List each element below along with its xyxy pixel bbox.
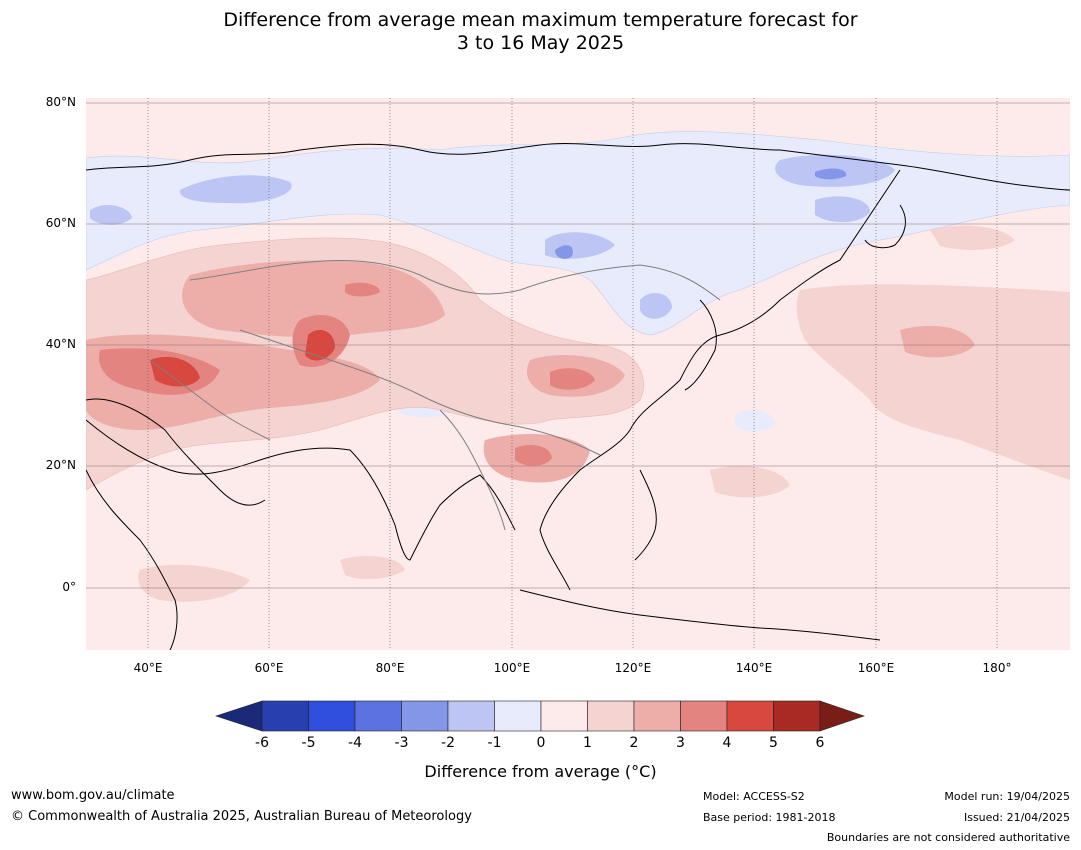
title-line-1: Difference from average mean maximum tem… — [223, 9, 858, 31]
colorbar-tick-label: 3 — [676, 735, 685, 751]
warm-anomaly-core — [900, 325, 975, 358]
boundaries — [149, 260, 721, 531]
cold-anomaly-core — [815, 168, 847, 180]
coastline-africa-horn — [86, 469, 178, 650]
warm-anomaly-region — [138, 564, 250, 602]
footer-copyright: © Commonwealth of Australia 2025, Austra… — [11, 809, 472, 824]
footer-url[interactable]: www.bom.gov.au/climate — [11, 788, 175, 803]
colorbar-cell — [261, 700, 309, 732]
colorbar-cell — [447, 700, 495, 732]
footer-issued: Issued: 21/04/2025 — [963, 811, 1070, 824]
boundary-line — [149, 359, 271, 441]
colorbar-cell — [726, 700, 774, 732]
cold-anomaly-core — [815, 196, 870, 223]
colorbar-cell — [633, 700, 681, 732]
colorbar-cell — [308, 700, 356, 732]
coastline-kamchatka — [864, 204, 906, 249]
boundary-line — [189, 260, 721, 301]
colorbar-tick-label: -1 — [487, 735, 502, 751]
warm-anomaly-region — [710, 466, 790, 498]
cold-anomaly-core — [90, 204, 132, 225]
lat-label-0: 0° — [62, 580, 76, 594]
cold-anomaly-core — [640, 293, 672, 319]
coastline-philippines — [634, 469, 657, 561]
lon-label-160e: 160°E — [857, 661, 895, 675]
footer-base-period: Base period: 1981-2018 — [703, 811, 836, 824]
colorbar-cell — [587, 700, 635, 732]
colorbar-tick-label: -5 — [301, 735, 316, 751]
colorbar-tick-label: 1 — [583, 735, 592, 751]
colorbar-cell — [773, 700, 821, 732]
boundary-line — [239, 329, 601, 456]
lon-label-140e: 140°E — [735, 661, 773, 675]
warm-anomaly-core — [345, 282, 380, 297]
colorbar-cell — [680, 700, 728, 732]
warm-anomaly-core — [150, 356, 200, 387]
cold-anomaly-core — [555, 245, 573, 259]
coastline-japan — [684, 299, 717, 391]
colorbar-label: Difference from average (°C) — [424, 762, 657, 781]
lat-label-80n: 80°N — [45, 95, 76, 109]
colorbar-extend-low — [215, 700, 263, 732]
coastline-eurasia-north — [86, 143, 1070, 191]
lon-label-60e: 60°E — [254, 661, 284, 675]
colorbar-cell — [354, 700, 402, 732]
coastlines — [86, 143, 1070, 650]
colorbar-cell — [494, 700, 542, 732]
colorbar-tick-label: -3 — [394, 735, 409, 751]
lon-label-180: 180° — [982, 661, 1012, 675]
warm-anomaly-region — [340, 555, 405, 580]
anomaly-field — [86, 98, 1070, 650]
warm-anomaly-region — [181, 260, 445, 338]
colorbar-tick-label: 0 — [536, 735, 546, 751]
coastline-indonesia — [519, 589, 881, 641]
graticule — [86, 98, 1070, 650]
warm-anomaly-region — [930, 225, 1015, 250]
colorbar-tick-label: -4 — [348, 735, 362, 751]
lat-label-60n: 60°N — [45, 216, 76, 230]
colorbar-tick-label: -6 — [255, 735, 269, 751]
cold-anomaly-region — [735, 409, 775, 432]
colorbar-tick-label: 6 — [815, 735, 825, 751]
colorbar — [215, 700, 865, 732]
colorbar-extend-high — [819, 700, 865, 732]
lon-label-120e: 120°E — [614, 661, 652, 675]
title-line-2: 3 to 16 May 2025 — [456, 32, 625, 54]
footer-model: Model: ACCESS-S2 — [703, 790, 805, 803]
coastline-arabia — [86, 398, 266, 506]
lat-label-40n: 40°N — [45, 337, 76, 351]
colorbar-tick-label: -2 — [441, 735, 455, 751]
colorbar-cell — [401, 700, 449, 732]
warm-anomaly-core — [515, 445, 552, 466]
lon-label-80e: 80°E — [375, 661, 405, 675]
footer-model-run: Model run: 19/04/2025 — [944, 790, 1070, 803]
coastline-south-asia — [86, 419, 516, 561]
colorbar-cell — [540, 700, 588, 732]
footer-disclaimer: Boundaries are not considered authoritat… — [826, 831, 1070, 844]
boundary-line — [439, 409, 506, 531]
warm-anomaly-core — [550, 368, 595, 390]
map-title: Difference from average mean maximum tem… — [0, 9, 1081, 55]
colorbar-tick-label: 2 — [629, 735, 639, 751]
colorbar-tick-label: 5 — [769, 735, 778, 751]
coastline-east-asia — [539, 169, 901, 591]
cold-anomaly-core — [179, 175, 292, 204]
lat-label-20n: 20°N — [45, 458, 76, 472]
colorbar-tick-label: 4 — [722, 735, 732, 751]
lon-label-40e: 40°E — [133, 661, 163, 675]
lon-label-100e: 100°E — [493, 661, 531, 675]
warm-anomaly-region — [796, 284, 1070, 480]
